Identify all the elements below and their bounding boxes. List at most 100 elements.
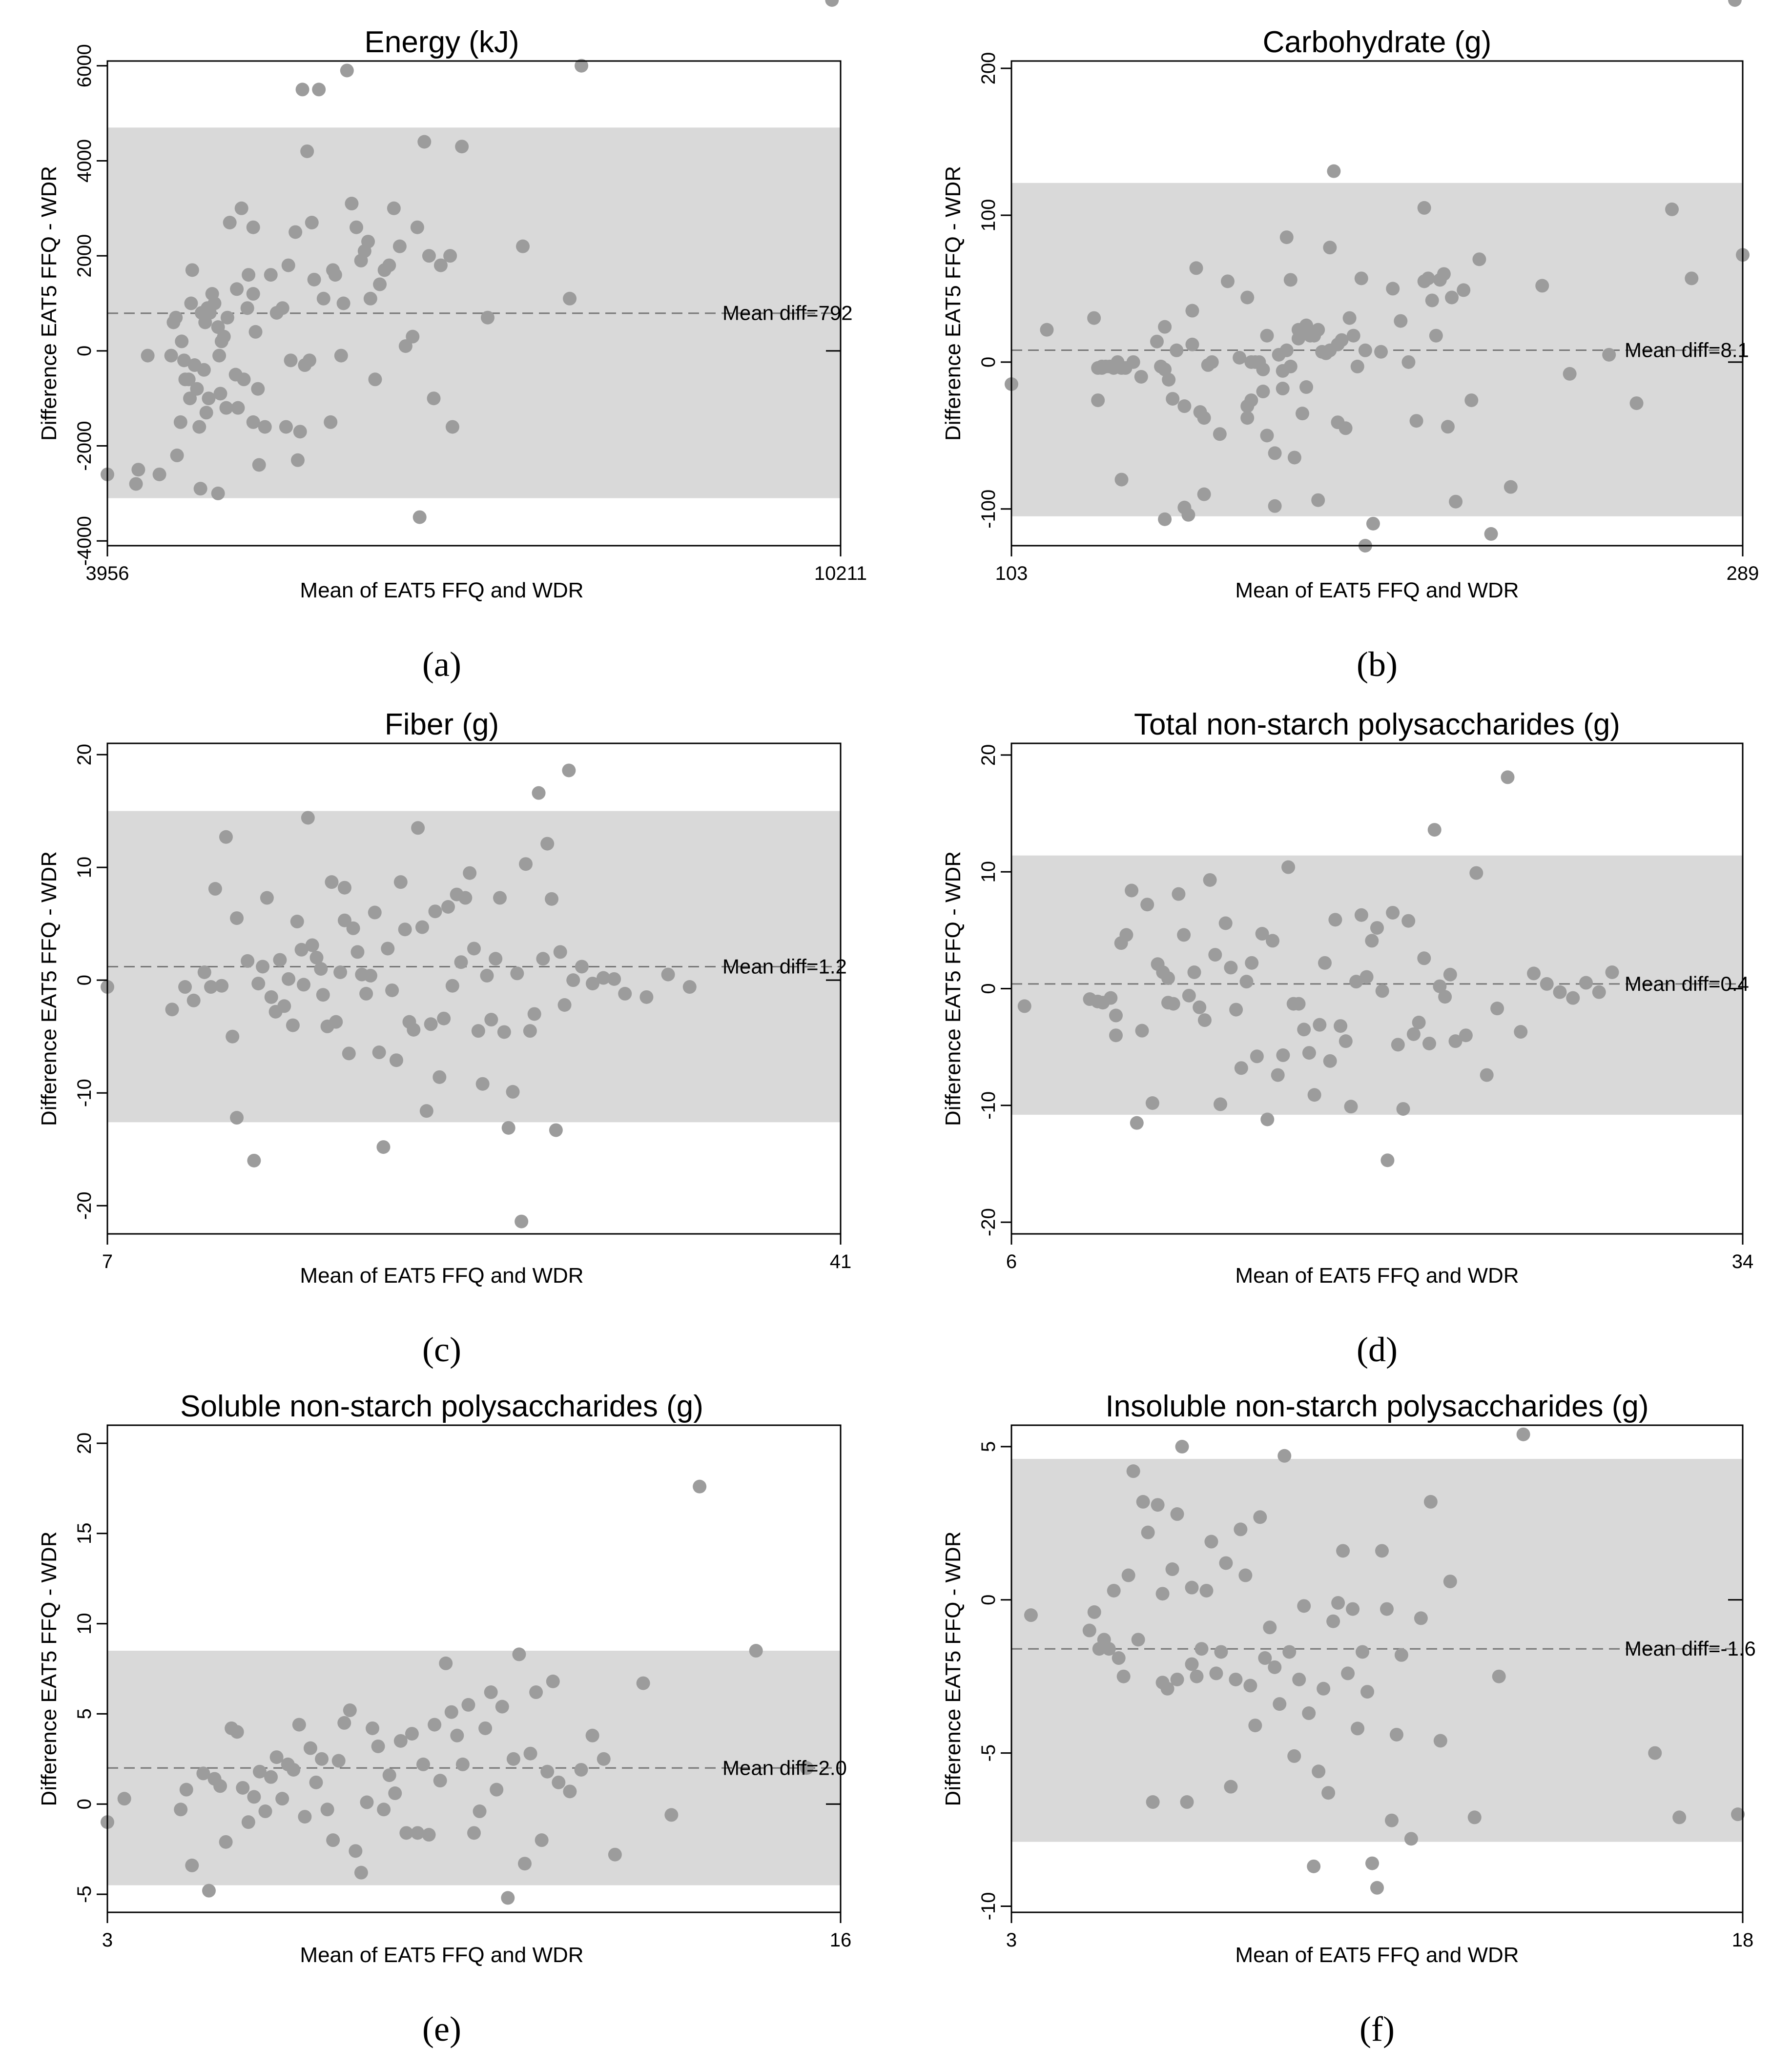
data-point-f-47 [1292,1672,1306,1686]
data-point-b-45 [1256,385,1270,399]
data-point-a-89 [406,329,420,344]
data-point-c-28 [309,950,324,964]
data-point-b-4 [1091,393,1105,408]
data-point-d-26 [1208,948,1222,962]
data-point-c-6 [208,882,222,896]
data-point-c-84 [545,892,559,906]
y-tick-label-f: 5 [978,1441,999,1452]
data-point-b-56 [1283,273,1298,287]
data-point-a-100 [516,239,530,253]
data-point-d-30 [1229,1003,1243,1017]
panel-a: Energy (kJ) Mean diff=792 -4000 -2000 0 2000 4… [37,25,867,684]
data-point-c-15 [256,960,270,974]
data-point-e-5 [196,1766,210,1781]
data-point-d-56 [1365,934,1379,948]
data-point-a-102 [575,59,589,73]
data-point-a-41 [231,401,245,415]
data-point-c-23 [290,915,304,929]
x-tick-label-c: 7 [102,1251,113,1272]
data-point-e-12 [236,1781,250,1795]
data-point-e-53 [467,1826,481,1840]
data-point-d-22 [1187,965,1201,979]
data-point-e-57 [490,1782,504,1797]
data-point-b-103 [1504,480,1518,494]
data-point-b-19 [1158,512,1172,526]
data-point-b-62 [1299,380,1314,394]
data-point-b-95 [1437,267,1451,281]
data-point-c-5 [204,980,218,994]
data-point-e-40 [393,1734,408,1748]
data-point-b-100 [1464,393,1479,408]
data-point-c-88 [562,763,576,778]
data-point-d-6 [1109,1028,1123,1043]
data-point-e-28 [326,1833,340,1847]
data-point-d-9 [1125,883,1139,898]
data-point-d-75 [1480,1068,1494,1082]
data-point-d-34 [1250,1049,1264,1064]
panel-d: Total non-starch polysaccharides (g) Mean… [941,0,1753,1369]
data-point-b-27 [1185,337,1199,351]
y-tick-label-a: 6000 [74,44,95,87]
y-tick-label-a: 4000 [74,139,95,183]
data-point-d-18 [1166,997,1180,1011]
panel-label-d: (d) [1357,1330,1398,1369]
y-tick-label-e: 0 [74,1799,95,1809]
data-point-c-86 [553,945,567,959]
data-point-c-22 [286,1018,300,1032]
data-point-a-44 [240,301,254,315]
data-point-f-68 [1394,1648,1408,1662]
data-point-e-2 [174,1803,188,1817]
y-tick-label-d: -10 [978,1091,999,1120]
data-point-c-82 [536,952,550,966]
data-point-f-52 [1317,1681,1331,1696]
data-point-e-33 [354,1865,368,1880]
data-point-a-18 [190,382,204,396]
data-point-a-73 [334,348,348,363]
data-point-f-62 [1365,1856,1380,1870]
data-point-e-35 [366,1721,380,1735]
y-tick-label-d: 10 [978,861,999,883]
data-point-c-68 [475,1077,490,1091]
data-point-b-1 [1040,323,1054,337]
data-point-e-37 [377,1803,391,1817]
data-point-c-60 [441,900,455,914]
data-point-c-57 [428,904,442,919]
data-point-e-36 [371,1739,385,1753]
data-point-a-87 [392,239,407,253]
data-point-b-109 [1685,271,1699,286]
data-point-d-40 [1281,860,1296,874]
data-point-c-61 [445,979,459,993]
data-point-c-80 [527,1007,541,1021]
data-point-a-43 [237,372,251,387]
data-point-a-35 [217,329,231,344]
data-point-b-25 [1177,399,1192,413]
data-point-a-1 [129,477,143,491]
data-point-f-45 [1282,1645,1297,1659]
data-point-a-53 [264,268,278,282]
data-point-e-46 [428,1718,442,1732]
x-tick-label-b: 289 [1727,563,1759,584]
data-point-b-48 [1260,429,1274,443]
data-point-f-60 [1356,1645,1370,1659]
data-point-f-34 [1229,1672,1243,1686]
data-point-c-97 [682,980,697,994]
data-point-a-20 [193,482,207,496]
data-point-b-36 [1220,274,1235,288]
data-point-a-11 [177,353,191,368]
data-point-c-67 [471,1024,485,1038]
data-point-b-83 [1366,516,1380,531]
data-point-e-45 [422,1828,436,1842]
data-point-b-107 [1629,396,1644,410]
data-point-f-63 [1370,1881,1384,1895]
data-point-b-89 [1417,201,1431,215]
data-point-e-68 [552,1775,566,1789]
data-point-a-101 [563,291,577,306]
data-point-a-2 [131,463,145,477]
data-point-d-77 [1501,770,1515,784]
data-point-c-59 [437,1011,451,1025]
data-point-f-2 [1087,1605,1101,1619]
data-point-e-32 [349,1844,363,1858]
data-point-b-31 [1197,411,1211,425]
data-point-c-32 [325,875,339,889]
data-point-a-70 [324,415,338,429]
